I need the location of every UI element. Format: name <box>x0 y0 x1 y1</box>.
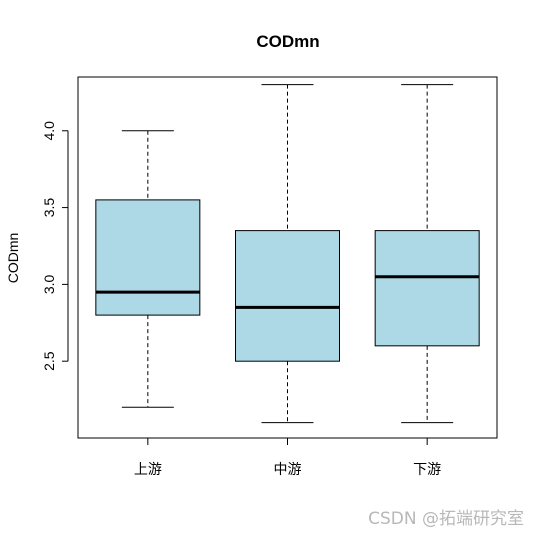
x-tick-label: 下游 <box>413 461 441 477</box>
boxes-group <box>95 84 480 424</box>
box-3 <box>374 84 480 424</box>
y-tick-label: 4.0 <box>41 121 57 141</box>
x-tick-label: 上游 <box>134 461 162 477</box>
y-tick-label: 3.5 <box>41 198 57 218</box>
x-tick-label: 中游 <box>274 461 302 477</box>
watermark-text: CSDN @拓端研究室 <box>368 509 524 529</box>
x-axis: 上游 中游 下游 <box>134 437 441 477</box>
iqr-box <box>95 199 201 316</box>
y-tick-label: 2.5 <box>41 351 57 371</box>
y-tick-label: 3.0 <box>41 274 57 294</box>
box-1 <box>95 130 201 408</box>
chart-title: CODmn <box>256 32 319 51</box>
box-2 <box>235 84 340 424</box>
iqr-box <box>235 230 340 362</box>
iqr-box <box>374 230 480 347</box>
y-axis: 2.5 3.0 3.5 4.0 <box>41 121 69 371</box>
y-axis-label: CODmn <box>5 233 21 284</box>
